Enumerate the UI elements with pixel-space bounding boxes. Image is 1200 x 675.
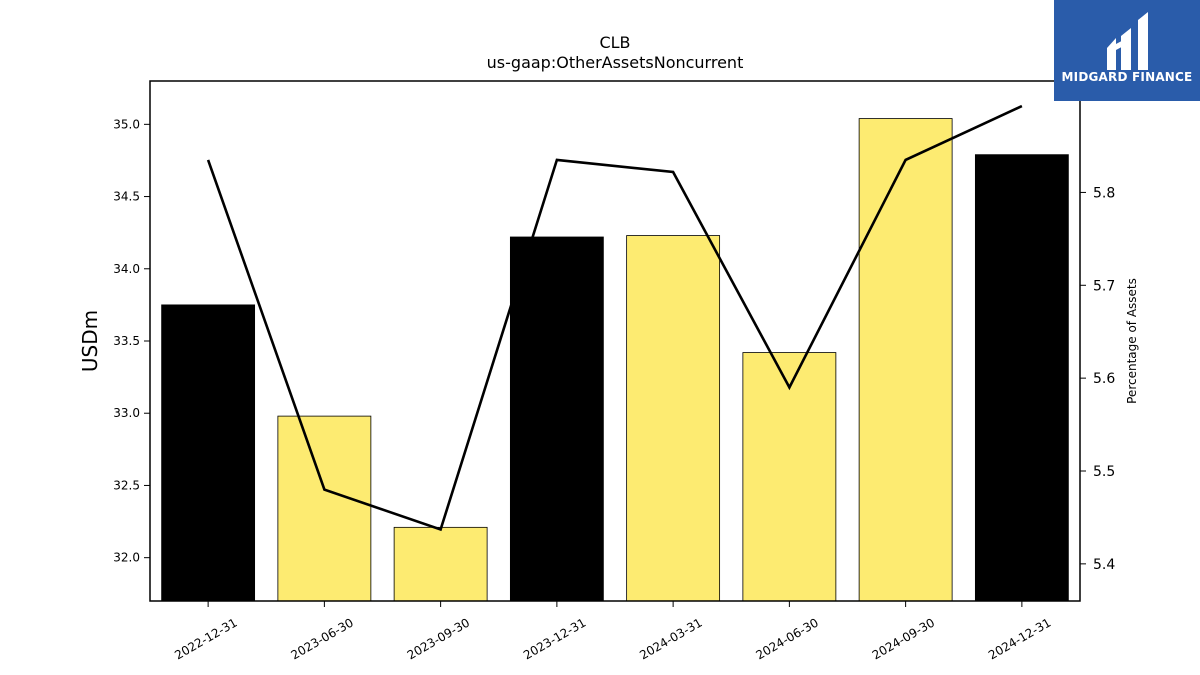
bar-2024-09-30 (858, 118, 953, 602)
logo-text: MIDGARD FINANCE (1062, 70, 1193, 84)
y2-tick-label: 5.6 (1093, 371, 1115, 387)
logo: MIDGARD FINANCE (1054, 0, 1200, 101)
y-tick-label: 32.0 (113, 551, 140, 565)
bar-2024-12-31 (974, 154, 1069, 602)
x-tick-label: 2023-09-30 (405, 615, 472, 662)
y-tick-label: 35.0 (113, 117, 140, 131)
y-tick-label: 32.5 (113, 478, 140, 492)
bar-2023-09-30 (393, 526, 488, 602)
bar-2023-12-31 (509, 236, 604, 602)
x-tick-label: 2023-12-31 (521, 615, 588, 662)
x-tick-label: 2024-09-30 (870, 615, 937, 662)
x-tick-label: 2022-12-31 (172, 615, 239, 662)
chart-subtitle: us-gaap:OtherAssetsNoncurrent (487, 53, 744, 72)
y2-axis: 5.4 5.5 5.6 5.7 5.8 (1080, 185, 1115, 573)
bar-2024-03-31 (626, 235, 721, 602)
y2-tick-label: 5.5 (1093, 464, 1115, 480)
chart-title: CLB (599, 33, 630, 52)
y-axis: 32.0 32.5 33.0 33.5 34.0 34.5 35.0 (113, 117, 150, 565)
logo-mark-icon (1107, 12, 1148, 70)
y2-tick-label: 5.8 (1093, 185, 1115, 201)
bar-2023-06-30 (277, 415, 372, 602)
bar-2022-12-31 (161, 304, 256, 602)
x-tick-label: 2024-12-31 (986, 615, 1053, 662)
x-tick-label: 2024-03-31 (637, 615, 704, 662)
y2-axis-label: Percentage of Assets (1125, 278, 1139, 404)
line-layer (206, 104, 1023, 532)
bar-2024-06-30 (742, 352, 837, 602)
y2-tick-label: 5.4 (1093, 557, 1115, 573)
percentage-line (206, 104, 1023, 532)
y-tick-label: 34.5 (113, 190, 140, 204)
x-tick-label: 2023-06-30 (288, 615, 355, 662)
bars-layer (161, 118, 1069, 602)
y-axis-label: USDm (78, 310, 102, 372)
y-tick-label: 34.0 (113, 262, 140, 276)
x-tick-label: 2024-06-30 (753, 615, 820, 662)
y-tick-label: 33.5 (113, 334, 140, 348)
x-axis: 2022-12-31 2023-06-30 2023-09-30 2023-12-31… (172, 601, 1053, 662)
y2-tick-label: 5.7 (1093, 278, 1115, 294)
y-tick-label: 33.0 (113, 406, 140, 420)
